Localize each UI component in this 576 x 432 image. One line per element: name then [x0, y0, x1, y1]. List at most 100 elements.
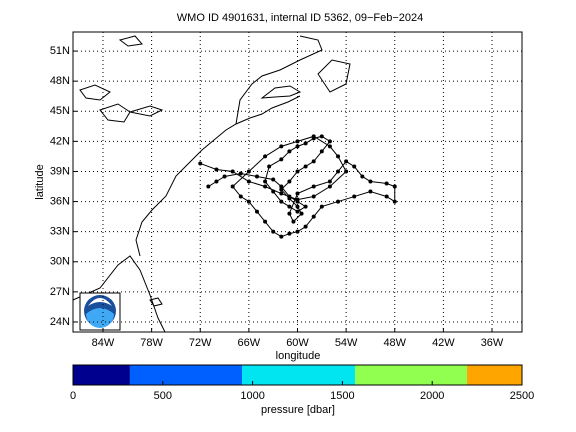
float-position — [327, 184, 332, 189]
colorbar-tick-label: 2000 — [420, 390, 444, 402]
float-position — [327, 179, 332, 184]
colorbar-frame — [72, 364, 523, 386]
y-tick-label: 30N — [50, 256, 70, 268]
coastline — [129, 105, 164, 117]
coastlines — [72, 35, 351, 333]
x-tick-label: 78W — [140, 337, 163, 349]
float-position — [352, 194, 357, 199]
float-position — [271, 177, 276, 182]
colorbar-tick-label: 0 — [70, 390, 76, 402]
float-position — [327, 144, 332, 149]
noaa-logo — [79, 292, 121, 331]
colorbar-tick-label: 2500 — [510, 390, 534, 402]
y-tick-label: 36N — [50, 195, 70, 207]
float-position — [238, 171, 243, 176]
float-position — [246, 199, 251, 204]
float-position — [295, 144, 300, 149]
x-tick-label: 48W — [383, 337, 406, 349]
float-position — [344, 169, 349, 174]
float-position — [368, 189, 373, 194]
float-position — [295, 197, 300, 202]
float-position — [295, 169, 300, 174]
float-position — [263, 219, 268, 224]
float-position — [238, 194, 243, 199]
x-tick-label: 60W — [286, 337, 309, 349]
coastline — [79, 84, 111, 101]
float-position — [279, 157, 284, 162]
float-position — [384, 194, 389, 199]
float-position — [271, 189, 276, 194]
float-position — [311, 184, 316, 189]
float-position — [311, 194, 316, 199]
colorbar-segment — [242, 365, 355, 385]
y-tick-label: 24N — [50, 316, 70, 328]
float-position — [279, 234, 284, 239]
y-tick-label: 51N — [50, 45, 70, 57]
float-position — [287, 149, 292, 154]
float-position — [392, 184, 397, 189]
chart-title: WMO ID 4901631, internal ID 5362, 09−Feb… — [177, 12, 423, 24]
colorbar-tick-label: 1500 — [330, 390, 354, 402]
float-position — [352, 164, 357, 169]
float-position — [392, 199, 397, 204]
float-position — [303, 224, 308, 229]
float-position — [299, 211, 304, 216]
float-position — [279, 184, 284, 189]
float-position — [311, 159, 316, 164]
logo-wave — [86, 308, 114, 328]
float-position — [230, 184, 235, 189]
float-position — [295, 139, 300, 144]
float-position — [263, 184, 268, 189]
float-position — [230, 169, 235, 174]
float-position — [279, 187, 284, 192]
colorbar-segment — [467, 365, 522, 385]
float-position — [214, 179, 219, 184]
float-position — [295, 191, 300, 196]
float-position — [291, 219, 296, 224]
float-position — [287, 211, 292, 216]
coastline — [260, 85, 302, 99]
float-position — [254, 209, 259, 214]
y-tick-label: 39N — [50, 165, 70, 177]
float-position — [384, 181, 389, 186]
float-position — [246, 169, 251, 174]
logo-bird — [88, 298, 112, 306]
float-position — [246, 179, 251, 184]
float-position — [311, 134, 316, 139]
float-position — [287, 179, 292, 184]
float-position — [295, 209, 300, 214]
float-position — [319, 204, 324, 209]
coastline — [99, 103, 131, 123]
float-position — [206, 184, 211, 189]
y-tick-label: 45N — [50, 105, 70, 117]
colorbar-tick-label: 500 — [154, 390, 172, 402]
colorbar-tick-label: 1000 — [240, 390, 264, 402]
float-position — [287, 196, 292, 201]
coastline — [149, 297, 163, 307]
coastline — [118, 35, 143, 47]
y-tick-label: 33N — [50, 226, 70, 238]
colorbar-segment — [354, 365, 468, 385]
colorbar-label: pressure [dbar] — [261, 404, 335, 416]
y-tick-label: 48N — [50, 75, 70, 87]
colorbar-segment — [73, 365, 130, 385]
y-tick-label: 42N — [50, 135, 70, 147]
float-position — [267, 164, 272, 169]
x-tick-label: 54W — [335, 337, 358, 349]
y-tick-label: 27N — [50, 286, 70, 298]
float-position — [279, 144, 284, 149]
float-position — [287, 231, 292, 236]
float-position — [303, 141, 308, 146]
float-position — [254, 174, 259, 179]
float-position — [263, 179, 268, 184]
float-position — [319, 149, 324, 154]
x-tick-label: 66W — [238, 337, 261, 349]
float-position — [344, 159, 349, 164]
float-position — [336, 169, 341, 174]
y-axis-label: latitude — [34, 164, 46, 199]
float-position — [263, 154, 268, 159]
x-axis-label: longitude — [276, 350, 321, 362]
x-tick-label: 36W — [481, 337, 504, 349]
float-position — [303, 164, 308, 169]
